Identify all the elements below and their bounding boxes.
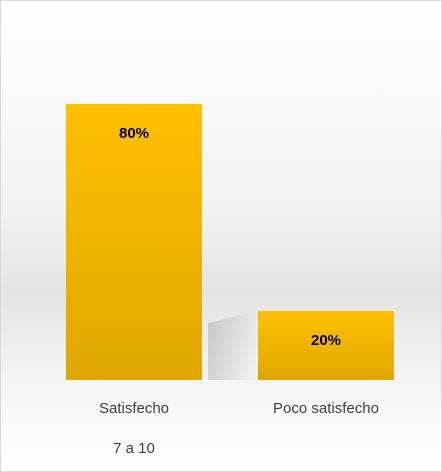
x-subcategory-label: 7 a 10 [113,440,155,457]
x-tick-label: Poco satisfecho [273,400,379,417]
value-label: 80% [119,125,149,142]
bar-shadow [208,311,258,380]
bar [66,104,202,380]
x-tick-label: Satisfecho [99,400,169,417]
value-label: 20% [311,332,341,349]
bar [258,311,394,380]
